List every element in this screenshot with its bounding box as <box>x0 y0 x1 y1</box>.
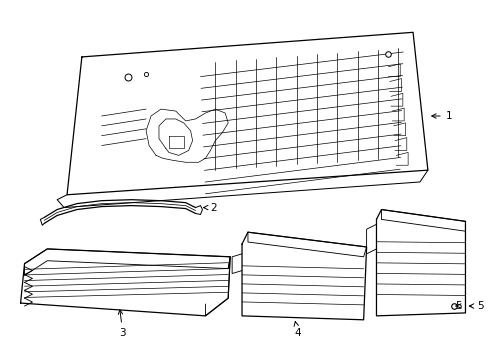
Text: 4: 4 <box>293 321 301 338</box>
Text: 5: 5 <box>468 301 483 311</box>
Text: 5: 5 <box>455 301 461 311</box>
Text: 2: 2 <box>203 203 217 212</box>
Text: 3: 3 <box>118 310 126 338</box>
Text: 1: 1 <box>431 111 451 121</box>
